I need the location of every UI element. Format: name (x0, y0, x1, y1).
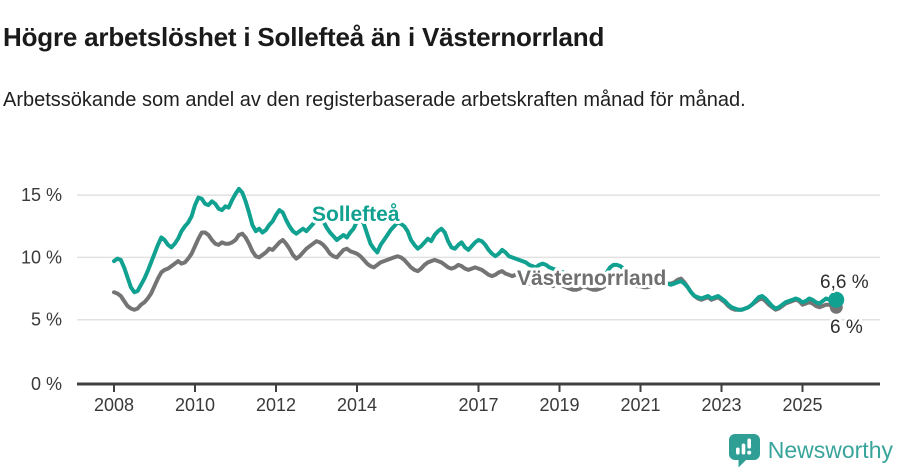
end-dots (828, 291, 845, 314)
newsworthy-bubble-icon (728, 434, 760, 468)
y-tick-label-10: 10 % (21, 247, 62, 267)
line-Sollefteå (112, 186, 839, 312)
y-tick-label-5: 5 % (31, 310, 62, 330)
x-tick-label-2008: 2008 (94, 395, 134, 415)
y-tick-label-15: 15 % (21, 185, 62, 205)
x-tick-label-2023: 2023 (701, 395, 741, 415)
end-value-label-solleftea: 6,6 % (820, 272, 869, 293)
series-label-vasternorrland: Västernorrland (517, 267, 666, 290)
chart-subtitle: Arbetssökande som andel av den registerb… (3, 89, 746, 111)
x-axis: 2008 2010 2012 2014 2017 2019 2021 2023 2025 (77, 382, 880, 415)
x-tick-label-2017: 2017 (458, 395, 498, 415)
x-tick-label-2021: 2021 (620, 395, 660, 415)
newsworthy-logo[interactable]: Newsworthy (728, 433, 893, 468)
x-tick-label-2025: 2025 (782, 395, 822, 415)
newsworthy-wordmark: Newsworthy (767, 437, 893, 463)
gridlines: 0 % 5 % 10 % 15 % (21, 185, 880, 394)
x-tick-label-2014: 2014 (337, 395, 377, 415)
x-tick-label-2010: 2010 (175, 395, 215, 415)
series-label-solleftea: Sollefteå (312, 203, 400, 226)
x-tick-label-2019: 2019 (539, 395, 579, 415)
y-tick-label-0: 0 % (31, 374, 62, 394)
end-dot-Sollefteå (828, 291, 845, 308)
series-lines (112, 186, 839, 312)
x-tick-label-2012: 2012 (256, 395, 296, 415)
end-value-label-vasternorrland: 6 % (830, 317, 863, 338)
page-title: Högre arbetslöshet i Sollefteå än i Väst… (3, 22, 605, 53)
